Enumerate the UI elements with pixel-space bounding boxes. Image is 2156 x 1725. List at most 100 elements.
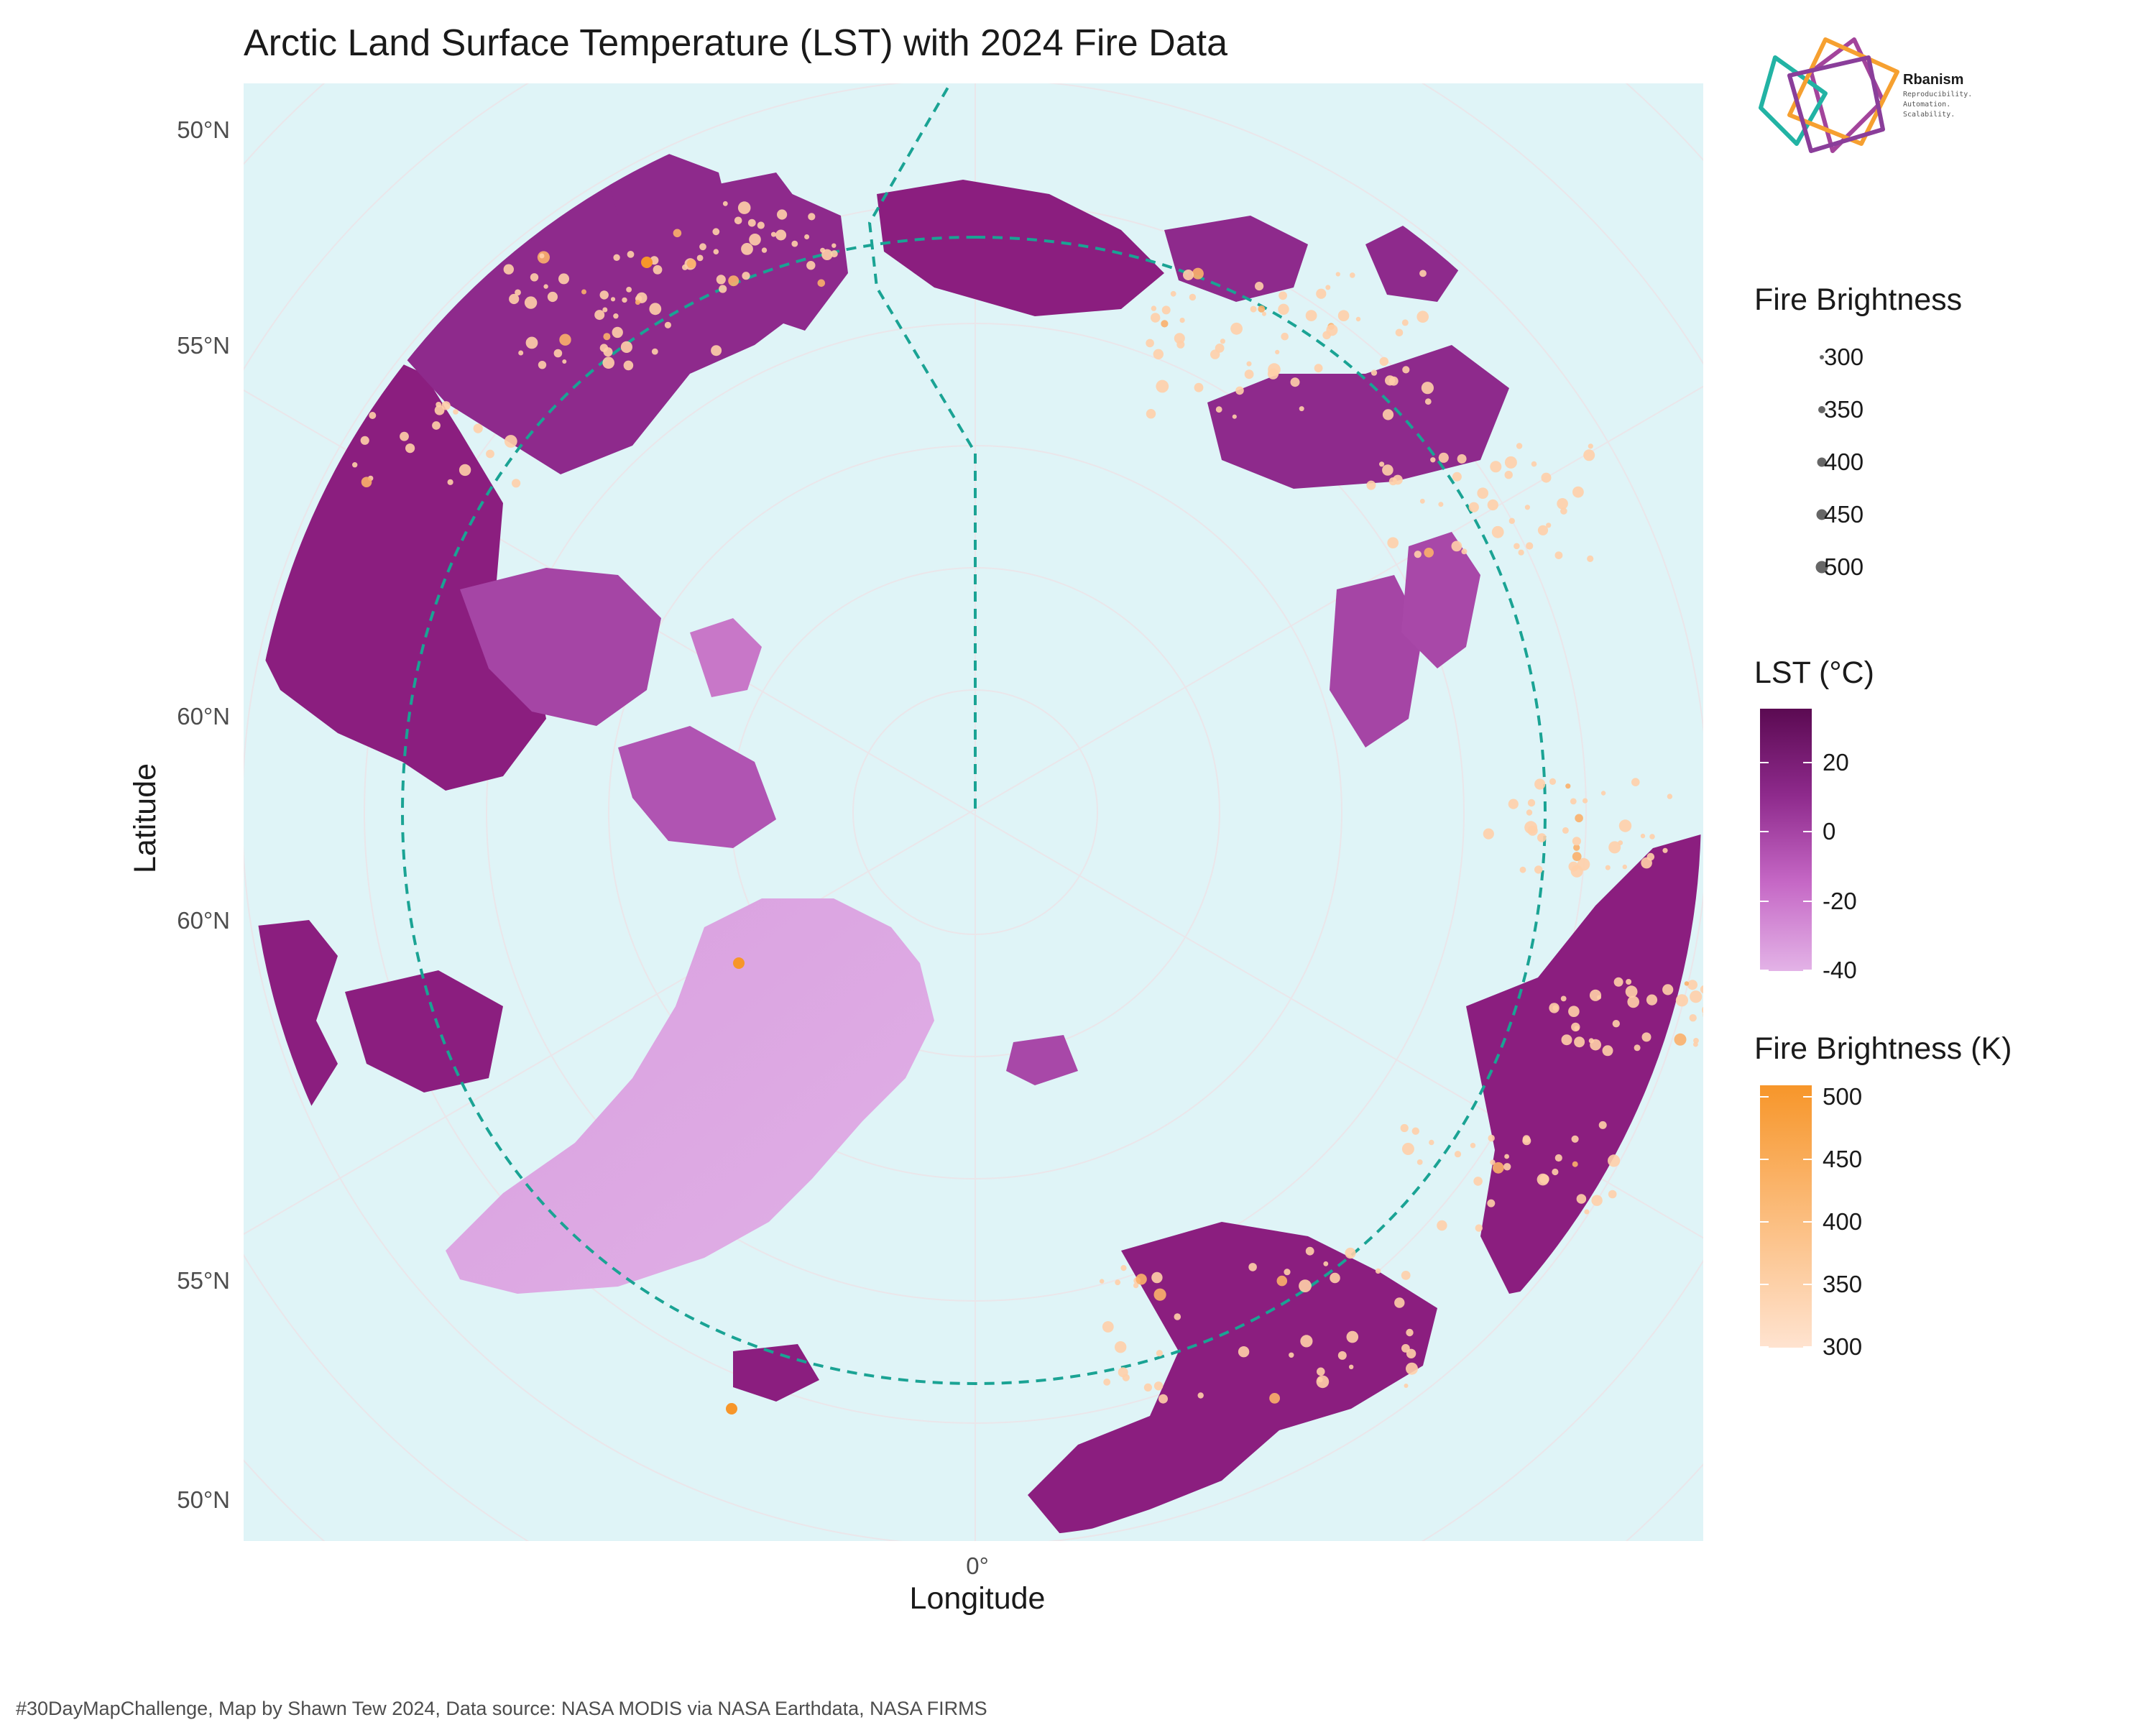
fire-point bbox=[360, 436, 369, 445]
fire-point bbox=[1156, 1350, 1163, 1357]
fire-point bbox=[1577, 857, 1590, 871]
arctic-circle bbox=[400, 235, 1547, 1386]
fire-point bbox=[525, 336, 538, 349]
fire-point bbox=[1557, 498, 1568, 510]
fire-point bbox=[447, 479, 453, 485]
fire-point bbox=[1524, 505, 1530, 510]
fire-point bbox=[441, 401, 451, 410]
fire-point bbox=[1118, 1367, 1128, 1378]
fire-point bbox=[1404, 1384, 1409, 1388]
fire-point bbox=[733, 957, 745, 969]
fire-point bbox=[830, 250, 838, 258]
x-tick-label: 0° bbox=[966, 1552, 989, 1579]
fire-point bbox=[1146, 339, 1154, 348]
fire-point bbox=[1477, 487, 1488, 499]
size-key-500 bbox=[1815, 561, 1828, 574]
fire-point bbox=[777, 209, 788, 220]
fire-point bbox=[1693, 1038, 1699, 1044]
fire-point bbox=[1662, 984, 1674, 995]
fire-point bbox=[1571, 1135, 1579, 1143]
fire-point bbox=[1705, 1016, 1710, 1020]
fire-point bbox=[623, 360, 634, 371]
fire-point bbox=[1608, 1190, 1617, 1199]
fire-point bbox=[1153, 349, 1164, 359]
fire-point bbox=[1526, 542, 1534, 550]
fire-point bbox=[1393, 474, 1403, 485]
fire-point bbox=[1539, 1174, 1549, 1184]
fire-point bbox=[1143, 1383, 1152, 1392]
fire-point bbox=[1568, 1006, 1580, 1017]
fire-point bbox=[1395, 328, 1404, 337]
fire-point bbox=[1379, 356, 1389, 367]
fire-point bbox=[626, 287, 632, 293]
fire-point bbox=[1269, 1393, 1280, 1404]
fire-point bbox=[547, 291, 558, 303]
fire-point bbox=[1326, 324, 1338, 336]
fire-point bbox=[1572, 486, 1584, 498]
fire-point bbox=[1411, 1127, 1420, 1135]
legend-size-label: 450 bbox=[1824, 501, 1864, 528]
legend-fire-label: 350 bbox=[1823, 1271, 1863, 1297]
land-svalbard bbox=[1006, 1035, 1078, 1085]
fire-point bbox=[1120, 1265, 1127, 1271]
fire-point bbox=[1492, 1162, 1504, 1174]
fire-point bbox=[1402, 366, 1410, 374]
fire-point bbox=[558, 273, 569, 285]
fire-point bbox=[539, 253, 545, 259]
fire-point bbox=[1317, 1376, 1323, 1383]
fire-point bbox=[1549, 778, 1557, 785]
fire-point bbox=[673, 229, 682, 238]
fire-point bbox=[1522, 1135, 1531, 1143]
fire-point bbox=[1631, 778, 1640, 786]
fire-point bbox=[1379, 461, 1385, 467]
fire-point bbox=[653, 264, 663, 275]
land-chukotka bbox=[345, 970, 503, 1092]
fire-point bbox=[1210, 349, 1220, 359]
fire-point bbox=[1587, 555, 1594, 563]
fire-point bbox=[1625, 985, 1638, 998]
legend-fire-label: 450 bbox=[1823, 1146, 1863, 1172]
fire-point bbox=[1305, 310, 1317, 321]
fire-point bbox=[1703, 1008, 1715, 1021]
fire-point bbox=[734, 216, 742, 225]
fire-point bbox=[711, 345, 722, 356]
fire-point bbox=[459, 464, 471, 477]
fire-point bbox=[1612, 1020, 1620, 1028]
fire-point bbox=[1349, 1364, 1354, 1370]
fire-point bbox=[1215, 406, 1222, 413]
fire-point bbox=[757, 221, 765, 229]
fire-point bbox=[1438, 452, 1449, 463]
fire-point bbox=[1454, 1151, 1462, 1158]
fire-point bbox=[699, 243, 706, 251]
fire-point bbox=[1335, 272, 1340, 277]
fire-point bbox=[1401, 1143, 1414, 1155]
fire-point bbox=[486, 449, 494, 459]
fire-point bbox=[1600, 791, 1606, 796]
fire-point bbox=[1419, 498, 1425, 504]
fire-point bbox=[1400, 1123, 1409, 1133]
fire-point bbox=[1573, 844, 1580, 851]
fire-point bbox=[1161, 305, 1171, 315]
land-siberia-top-r bbox=[1164, 216, 1308, 302]
fire-point bbox=[1394, 1297, 1405, 1308]
fire-point bbox=[1103, 1379, 1111, 1386]
fire-point bbox=[1258, 305, 1266, 313]
fire-point bbox=[473, 423, 483, 433]
legend-fire-title: Fire Brightness (K) bbox=[1754, 1031, 2012, 1066]
fire-point bbox=[1491, 525, 1504, 538]
land-archipelago-2 bbox=[618, 726, 776, 848]
fire-point bbox=[603, 347, 613, 357]
fire-point bbox=[509, 293, 520, 305]
fire-point bbox=[791, 240, 798, 247]
fire-point bbox=[1584, 1209, 1590, 1215]
land-ellesmere bbox=[690, 618, 762, 697]
fire-point bbox=[1689, 1014, 1697, 1022]
fire-point bbox=[543, 284, 548, 289]
fire-point bbox=[1575, 814, 1583, 823]
fire-point bbox=[1487, 499, 1498, 511]
caption: #30DayMapChallenge, Map by Shawn Tew 202… bbox=[16, 1698, 987, 1719]
fire-point bbox=[1330, 1272, 1340, 1284]
land-lst-raster bbox=[249, 151, 1701, 1538]
fire-point bbox=[664, 321, 672, 328]
